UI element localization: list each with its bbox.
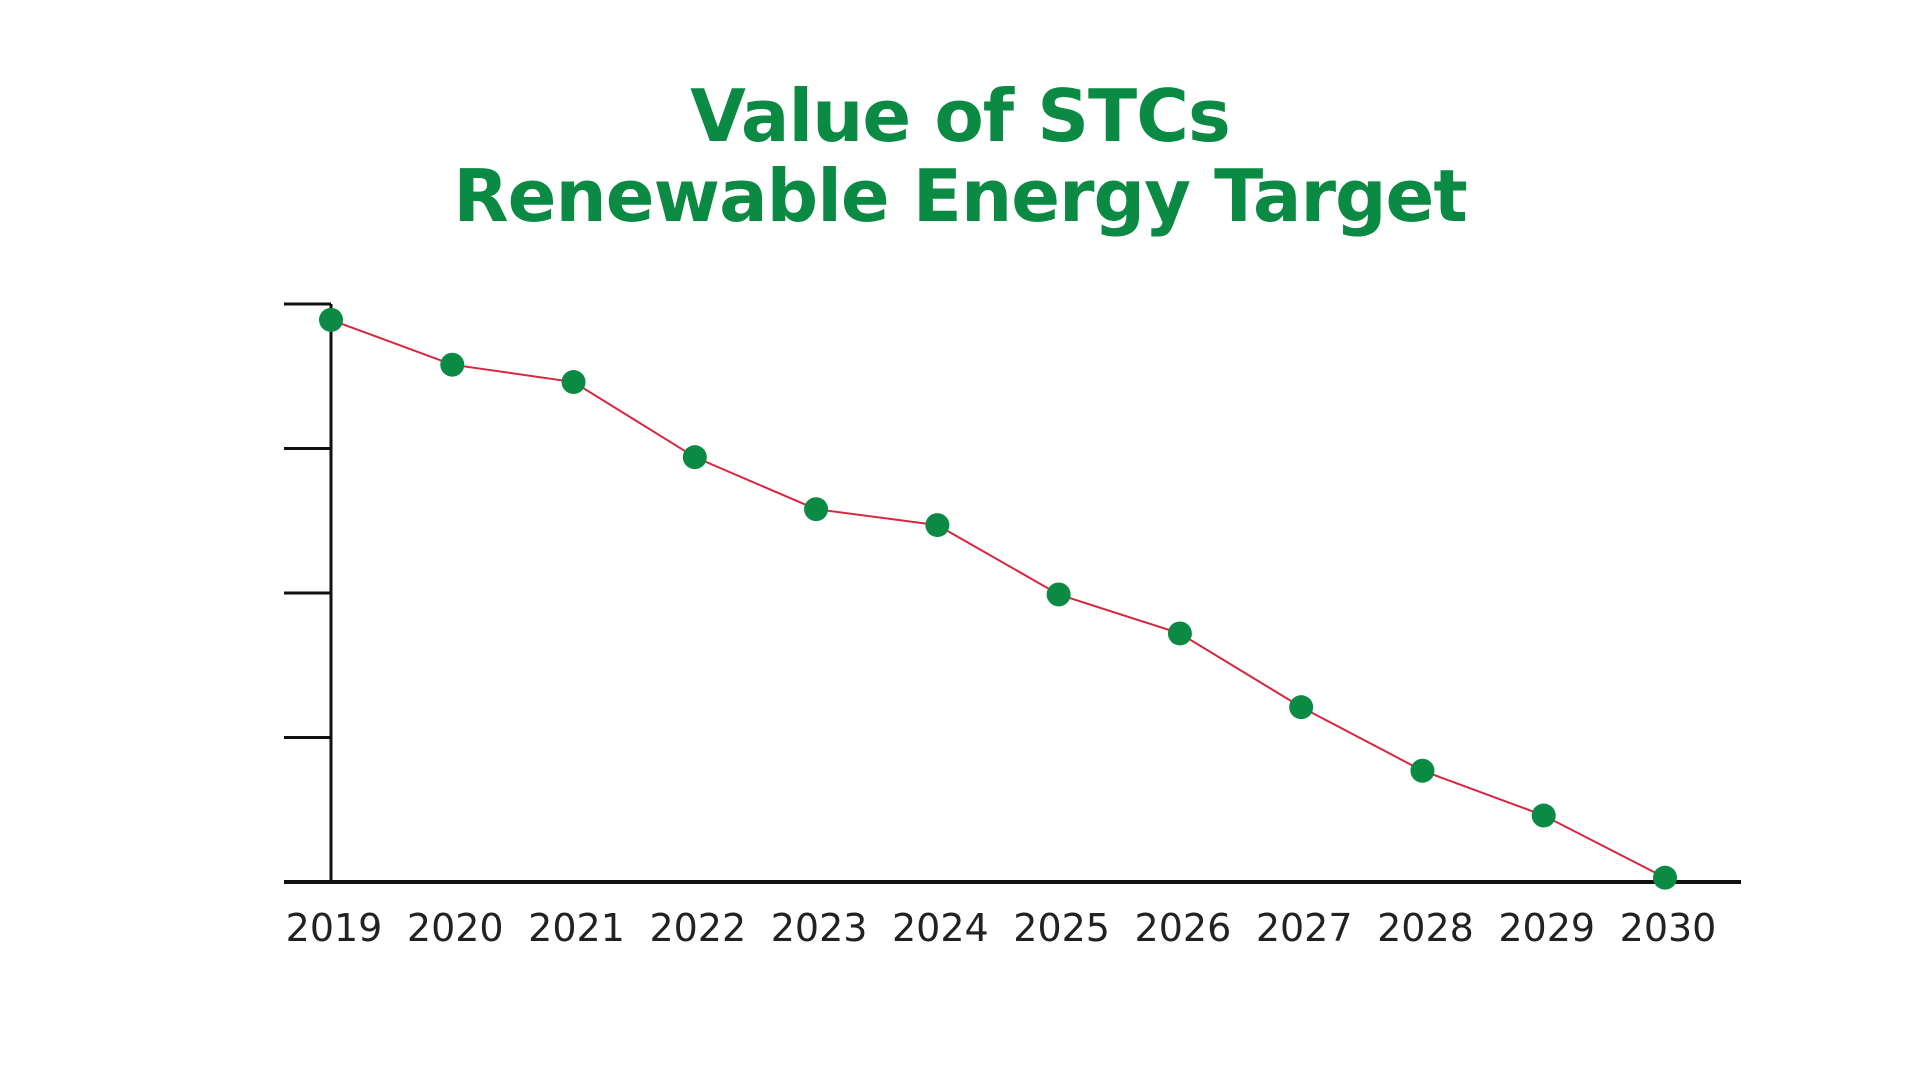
x-tick-label: 2019 <box>286 906 383 950</box>
data-point <box>440 352 465 377</box>
x-tick-label: 2020 <box>407 906 504 950</box>
data-point <box>1046 582 1071 607</box>
x-tick-label: 2025 <box>1013 906 1110 950</box>
chart-subtitle: Renewable Energy Target <box>453 154 1468 238</box>
data-point <box>1410 758 1435 783</box>
x-tick-label: 2021 <box>528 906 625 950</box>
x-tick-label: 2024 <box>892 906 989 950</box>
x-tick-label: 2027 <box>1256 906 1353 950</box>
chart-title: Value of STCs <box>690 74 1231 158</box>
x-tick-label: 2026 <box>1135 906 1232 950</box>
x-tick-label: 2029 <box>1498 906 1595 950</box>
data-point <box>1167 621 1192 646</box>
data-point <box>319 307 343 332</box>
data-point <box>561 370 586 395</box>
x-tick-label: 2030 <box>1620 906 1717 950</box>
x-tick-label: 2023 <box>771 906 868 950</box>
data-point <box>1653 865 1677 890</box>
data-point <box>1289 695 1314 720</box>
data-point <box>1531 803 1556 828</box>
series-line <box>330 318 1666 879</box>
data-point <box>804 497 829 522</box>
data-point <box>925 513 950 538</box>
x-tick-label: 2022 <box>649 906 746 950</box>
x-tick-label: 2028 <box>1377 906 1474 950</box>
data-point <box>682 445 707 470</box>
